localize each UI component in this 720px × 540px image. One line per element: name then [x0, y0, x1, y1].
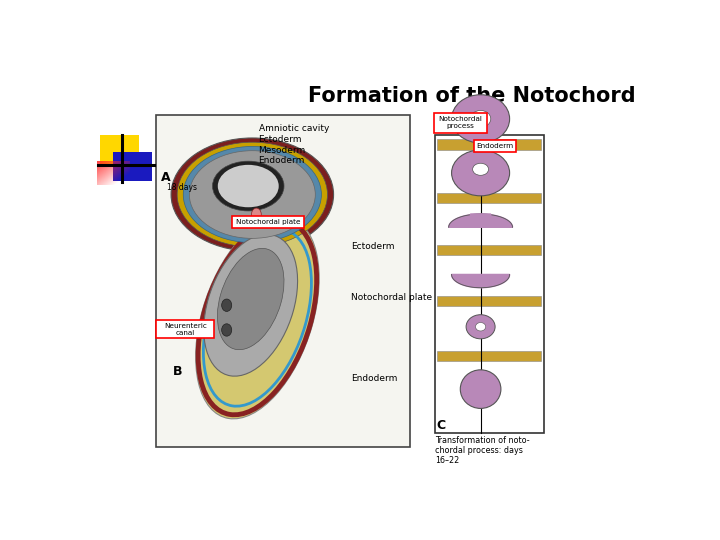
Bar	[156, 114, 410, 447]
Polygon shape	[449, 214, 513, 227]
Text: Notochordal
process: Notochordal process	[438, 116, 482, 129]
FancyBboxPatch shape	[156, 320, 215, 339]
Ellipse shape	[184, 146, 321, 242]
Text: B: B	[173, 364, 182, 377]
Bar	[437, 350, 541, 361]
Ellipse shape	[196, 217, 319, 419]
Text: Transformation of noto-
chordal process: days
16–22: Transformation of noto- chordal process:…	[435, 436, 529, 465]
Bar	[437, 296, 541, 306]
Bar	[100, 136, 139, 165]
FancyBboxPatch shape	[433, 113, 487, 133]
Ellipse shape	[466, 315, 495, 339]
Ellipse shape	[451, 150, 510, 196]
Ellipse shape	[251, 208, 261, 220]
Ellipse shape	[171, 138, 333, 251]
Ellipse shape	[177, 142, 328, 247]
Bar	[435, 136, 544, 433]
Bar	[437, 245, 541, 255]
Bar	[114, 152, 153, 181]
Text: Notochordal plate: Notochordal plate	[236, 219, 300, 225]
Ellipse shape	[475, 322, 486, 331]
Text: Notochordal plate: Notochordal plate	[351, 293, 432, 302]
Polygon shape	[470, 214, 491, 222]
Text: Ectoderm: Ectoderm	[258, 135, 302, 144]
Bar	[437, 193, 541, 203]
Ellipse shape	[472, 163, 489, 176]
Text: Mesoderm: Mesoderm	[258, 146, 306, 154]
Bar	[437, 139, 541, 150]
Text: Endoderm: Endoderm	[351, 374, 397, 383]
Text: Neurenteric
canal: Neurenteric canal	[164, 323, 207, 336]
Text: Formation of the Notochord: Formation of the Notochord	[308, 86, 636, 106]
Ellipse shape	[217, 165, 279, 207]
Ellipse shape	[222, 299, 232, 312]
Ellipse shape	[470, 110, 491, 127]
Text: Ectoderm: Ectoderm	[351, 242, 395, 252]
Ellipse shape	[204, 234, 297, 376]
Text: C: C	[436, 420, 445, 433]
Ellipse shape	[451, 94, 510, 143]
Text: A: A	[161, 171, 171, 184]
Ellipse shape	[189, 151, 315, 238]
Text: Amniotic cavity: Amniotic cavity	[258, 124, 329, 132]
FancyBboxPatch shape	[474, 140, 516, 152]
Text: 18 days: 18 days	[167, 183, 197, 192]
FancyBboxPatch shape	[233, 216, 305, 228]
Polygon shape	[451, 274, 510, 288]
Ellipse shape	[217, 248, 284, 350]
Text: Endoderm: Endoderm	[258, 156, 305, 165]
Ellipse shape	[222, 324, 232, 336]
Ellipse shape	[460, 370, 501, 408]
Text: Endoderm: Endoderm	[477, 143, 513, 149]
Ellipse shape	[212, 161, 284, 211]
